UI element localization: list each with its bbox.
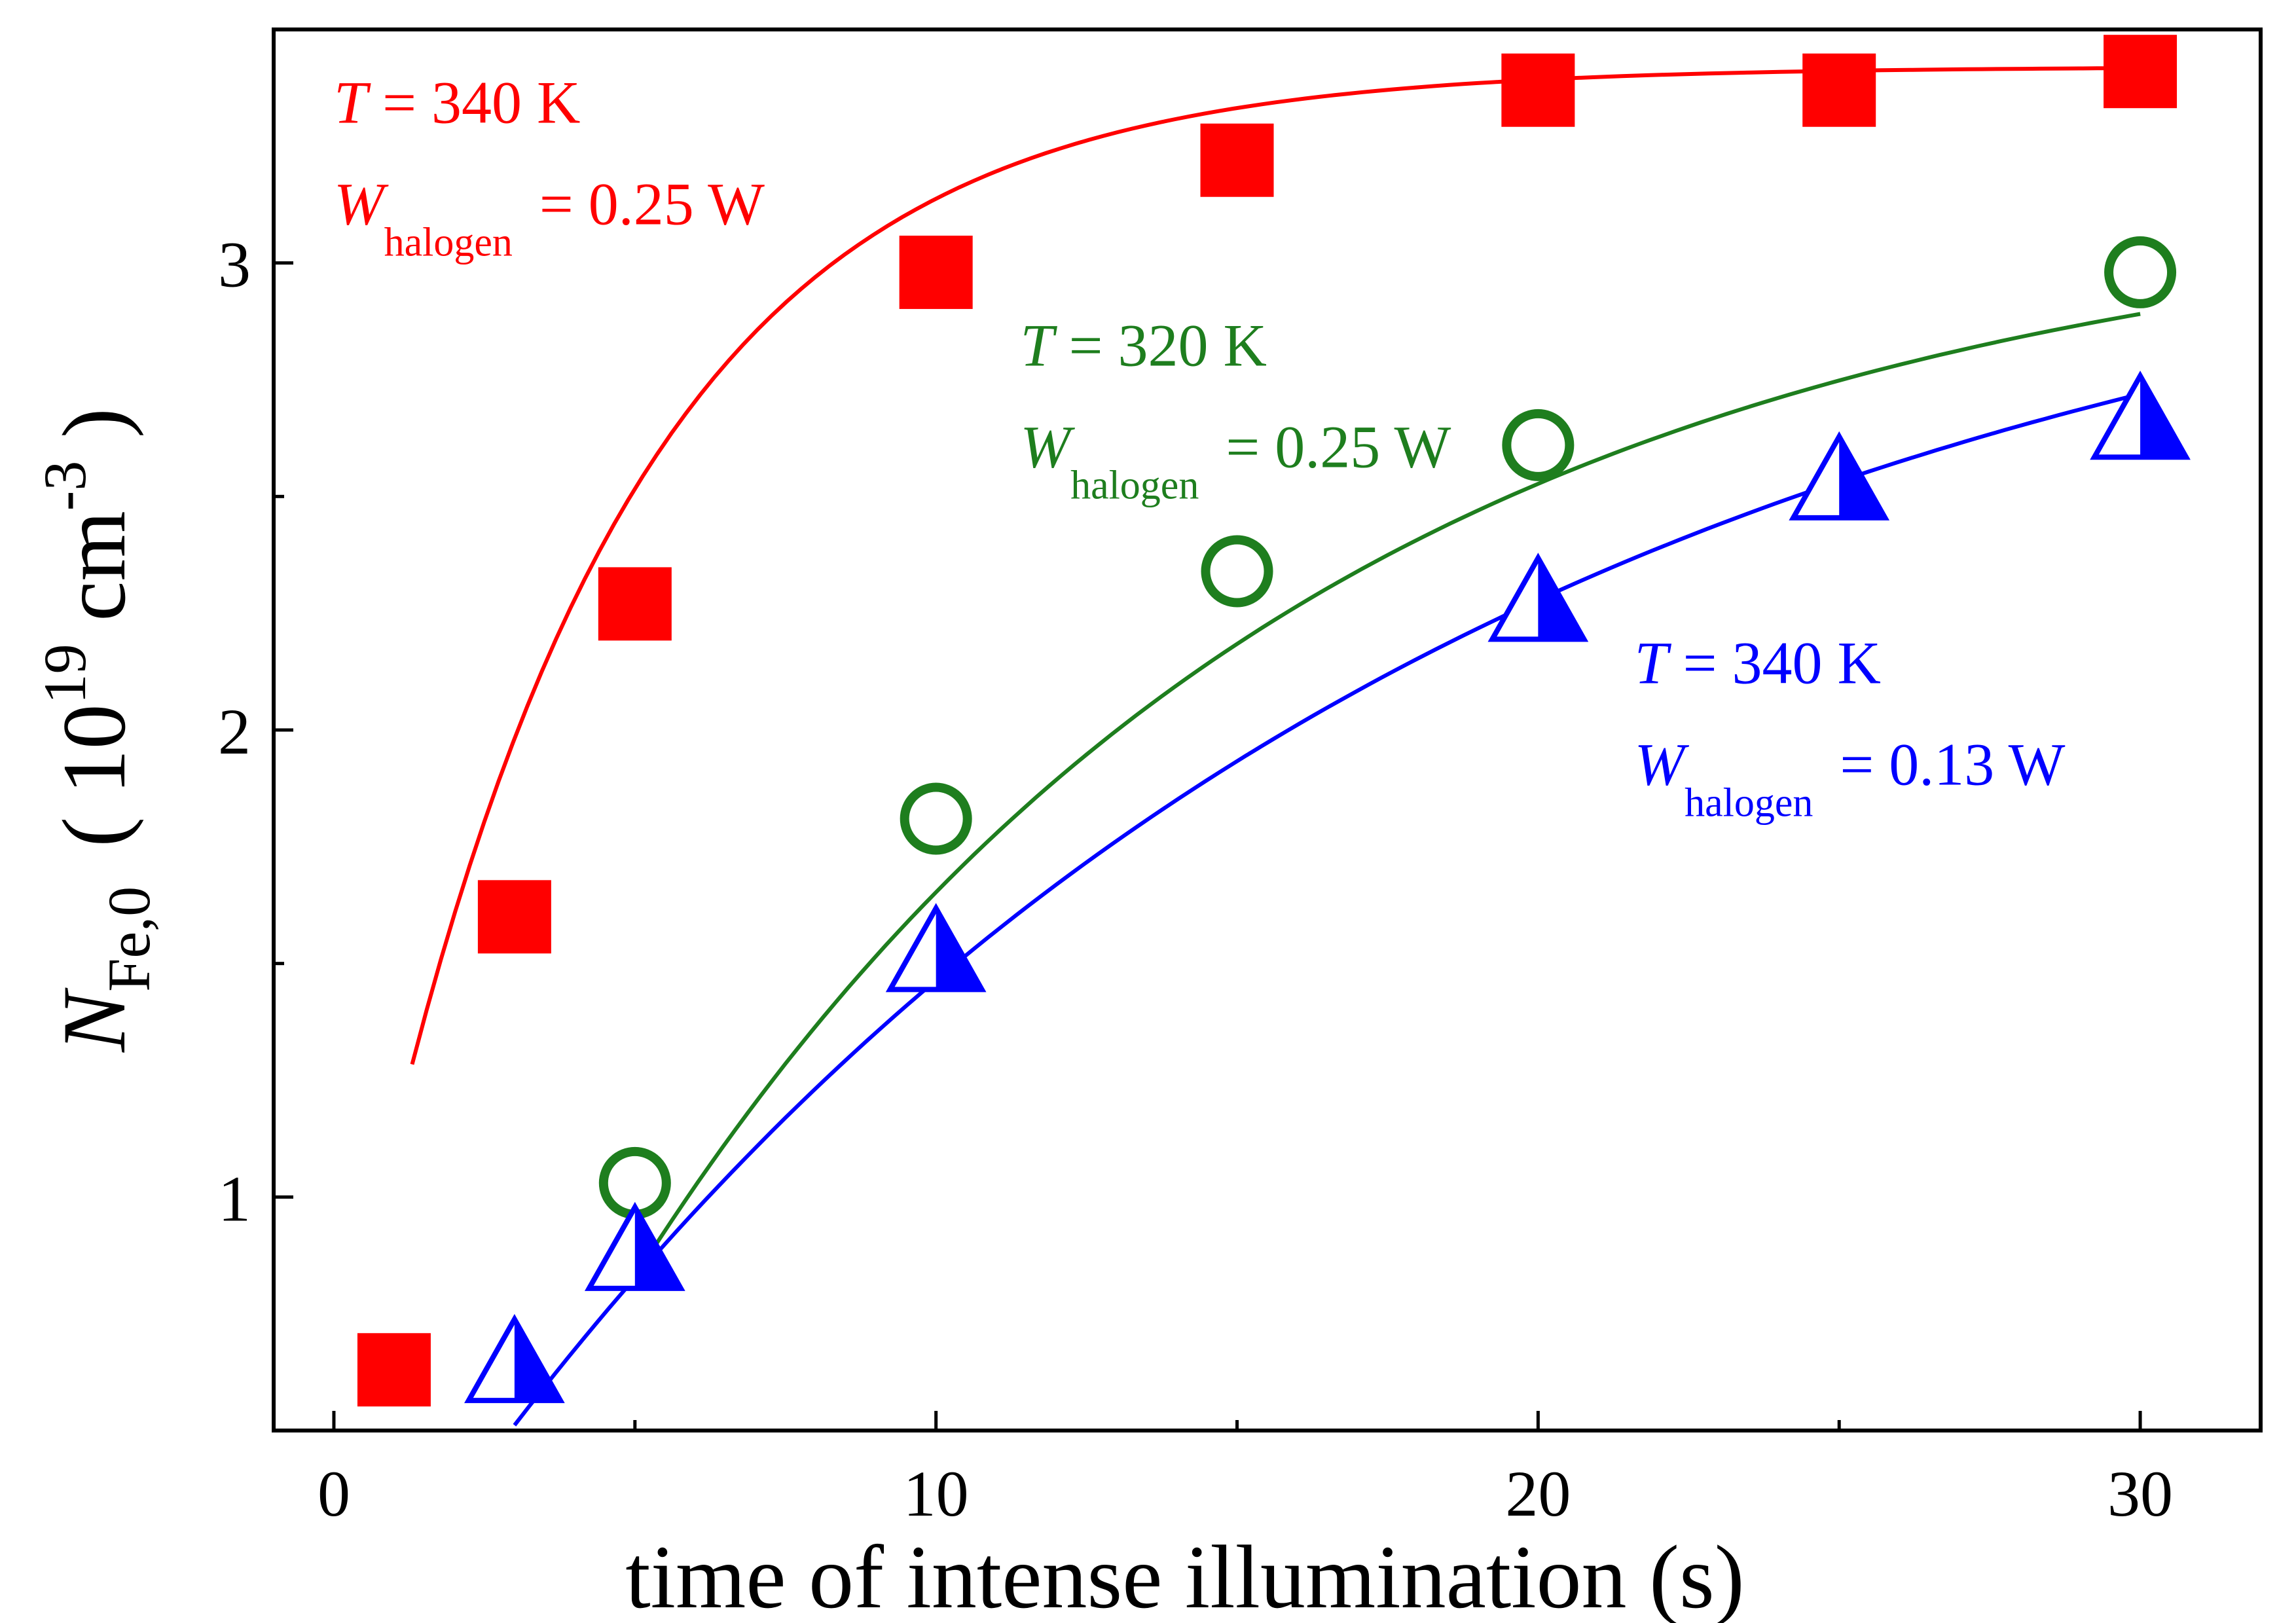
annotation-line1: T = 340 K [334, 69, 581, 136]
annotation-subscript: halogen [1070, 464, 1199, 508]
data-point-square [1200, 123, 1274, 197]
annotation-subscript: halogen [1685, 781, 1813, 826]
x-tick-label: 0 [318, 1457, 350, 1530]
annotation-var: T [1635, 630, 1672, 697]
annotation-value: = 0.25 W [524, 171, 765, 238]
x-tick-label: 10 [903, 1457, 969, 1530]
data-point-triangle [584, 1201, 685, 1291]
data-point-square [1802, 53, 1876, 127]
y-axis-unit-superscript: -3 [31, 461, 98, 511]
y-axis-symbol: N [44, 987, 144, 1053]
triangle-outline [1789, 431, 1890, 520]
y-axis: 1 2 3 [218, 228, 293, 1235]
y-axis-subscript: Fe,0 [96, 886, 162, 992]
x-tick-label: 20 [1505, 1457, 1571, 1530]
data-point-circle [2104, 236, 2177, 308]
data-point-triangle [1789, 431, 1890, 520]
data-point-square [2104, 35, 2178, 109]
fit-curve [633, 312, 2141, 1279]
data-point-square [598, 567, 672, 641]
annotation-line2: Whalogen = 0.25 W [1020, 414, 1451, 508]
annotation-var: W [1635, 731, 1690, 798]
annotations: T = 340 K Whalogen = 0.25 W T = 320 K Whalo… [334, 69, 2066, 826]
data-point-triangle [464, 1313, 565, 1404]
annotation-var: W [1020, 414, 1075, 481]
data-markers [357, 35, 2191, 1407]
annotation-line2: Whalogen = 0.25 W [334, 171, 765, 265]
y-axis-unit-close: ) [44, 408, 144, 460]
y-tick-label: 1 [218, 1162, 251, 1235]
annotation-var: T [334, 69, 371, 136]
data-point-square [477, 880, 551, 954]
y-axis-unit: cm [44, 511, 144, 644]
data-point-triangle [2090, 371, 2191, 460]
fit-curve [513, 392, 2141, 1427]
annotation-subscript: halogen [384, 221, 513, 265]
triangle-outline [885, 903, 987, 993]
data-point-circle [900, 782, 972, 855]
y-tick-label: 3 [218, 228, 251, 301]
annotation-value: = 340 K [367, 69, 580, 136]
triangle-outline [1487, 553, 1589, 642]
triangle-outline [2090, 371, 2191, 460]
x-tick-label: 30 [2107, 1457, 2173, 1530]
x-axis-label: time of intense illumination (s) [625, 1527, 1744, 1623]
annotation-var: T [1020, 312, 1057, 379]
data-point-triangle [885, 903, 987, 993]
annotation-line1: T = 340 K [1635, 630, 1882, 697]
y-axis-superscript: 19 [31, 644, 98, 704]
data-point-circle [1502, 409, 1575, 481]
y-axis-label: NFe,0 ( 1019 cm-3 ) [31, 408, 162, 1053]
y-axis-unit-open: ( 10 [44, 704, 144, 847]
plot-frame [272, 27, 2263, 1432]
data-point-circle [1201, 535, 1273, 608]
annotation-line1: T = 320 K [1020, 312, 1267, 379]
x-axis: 0 10 20 30 [318, 1411, 2173, 1530]
data-point-square [357, 1333, 431, 1407]
annotation-line2: Whalogen = 0.13 W [1635, 731, 2066, 826]
y-tick-label: 2 [218, 695, 251, 768]
data-point-triangle [1487, 553, 1589, 642]
annotation-value: = 320 K [1054, 312, 1267, 379]
annotation-value: = 0.25 W [1211, 414, 1451, 481]
annotation-value: = 340 K [1668, 630, 1881, 697]
annotation-var: W [334, 171, 389, 238]
triangle-outline [584, 1201, 685, 1291]
data-point-square [899, 235, 973, 309]
data-point-square [1501, 53, 1575, 127]
annotation-value: = 0.13 W [1825, 731, 2065, 798]
triangle-outline [464, 1313, 565, 1404]
